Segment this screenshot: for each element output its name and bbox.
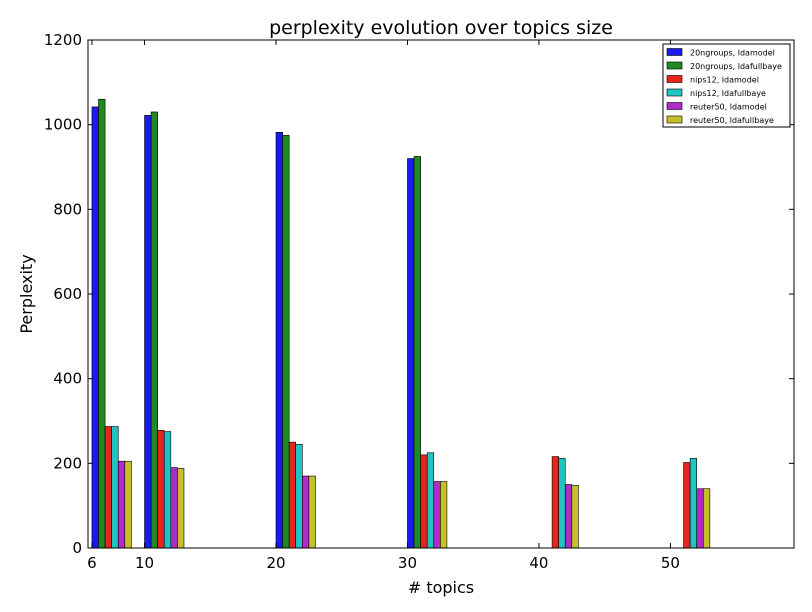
y-axis-label: Perplexity xyxy=(17,254,36,333)
y-tick-label: 600 xyxy=(53,285,82,303)
bars-layer xyxy=(91,98,711,549)
y-tick-label: 1000 xyxy=(44,116,82,134)
bar-s4-x50 xyxy=(696,488,704,549)
legend-swatch-2 xyxy=(666,75,683,83)
x-axis-ticks: 6 10 20 30 40 50 xyxy=(87,40,680,572)
x-tick-label: 6 xyxy=(87,554,97,572)
bar-s4-x20 xyxy=(301,475,310,549)
bar-s3-x40 xyxy=(558,457,566,549)
legend-swatch-3 xyxy=(666,88,683,97)
bar-s4-x6 xyxy=(117,460,126,549)
chart-title: perplexity evolution over topics size xyxy=(269,17,613,39)
legend-swatch-5 xyxy=(666,115,683,124)
x-tick-label: 40 xyxy=(529,554,548,572)
bar-s4-x10 xyxy=(170,467,178,549)
y-tick-label: 0 xyxy=(72,539,82,557)
bar-s0-x6 xyxy=(91,106,99,549)
bar-s1-x6 xyxy=(98,98,106,549)
legend-label-2: nips12, ldamodel xyxy=(690,76,759,85)
bar-s2-x10 xyxy=(157,430,165,549)
bar-s2-x50 xyxy=(683,462,691,549)
bar-s0-x20 xyxy=(275,131,283,549)
bar-s3-x50 xyxy=(689,457,698,549)
bar-s2-x20 xyxy=(288,441,297,549)
legend-label-3: nips12, ldafullbaye xyxy=(690,89,766,98)
legend-label-1: 20ngroups, ldafullbaye xyxy=(690,62,782,71)
bar-s5-x6 xyxy=(124,460,132,549)
y-tick-label: 1200 xyxy=(44,31,82,49)
bar-s5-x10 xyxy=(177,468,185,549)
legend-label-4: reuter50, ldamodel xyxy=(690,103,767,112)
bar-s5-x30 xyxy=(440,481,448,549)
x-tick-label: 50 xyxy=(661,554,680,572)
x-tick-label: 30 xyxy=(398,554,417,572)
bar-s1-x20 xyxy=(282,134,290,549)
bar-s1-x10 xyxy=(150,111,158,549)
y-tick-label: 400 xyxy=(53,370,82,388)
x-tick-label: 20 xyxy=(266,554,285,572)
bar-s5-x50 xyxy=(702,488,711,549)
bar-s5-x20 xyxy=(308,475,316,549)
legend-swatch-4 xyxy=(666,102,683,110)
legend-swatch-0 xyxy=(666,48,683,56)
legend-swatch-1 xyxy=(666,61,683,70)
bar-s3-x30 xyxy=(426,452,435,549)
bar-s3-x10 xyxy=(163,431,172,549)
bar-s2-x6 xyxy=(104,426,112,549)
y-tick-label: 200 xyxy=(53,454,82,472)
bar-s0-x10 xyxy=(144,115,152,549)
bar-s3-x20 xyxy=(295,443,303,549)
bar-s0-x30 xyxy=(407,158,415,549)
bar-s5-x40 xyxy=(571,485,579,549)
bar-s4-x30 xyxy=(433,481,441,549)
bar-s1-x30 xyxy=(413,156,421,549)
bar-s4-x40 xyxy=(564,484,573,549)
x-tick-label: 10 xyxy=(135,554,154,572)
bar-s2-x40 xyxy=(551,456,559,549)
x-axis-label: # topics xyxy=(408,578,474,597)
y-tick-label: 800 xyxy=(53,200,82,218)
legend-box xyxy=(662,43,791,128)
bar-s3-x6 xyxy=(111,426,119,549)
bar-s2-x30 xyxy=(420,454,428,549)
legend-label-5: reuter50, ldafullbaye xyxy=(690,116,774,125)
legend-label-0: 20ngroups, ldamodel xyxy=(690,49,775,58)
legend: 20ngroups, ldamodel 20ngroups, ldafullbay… xyxy=(662,43,791,128)
